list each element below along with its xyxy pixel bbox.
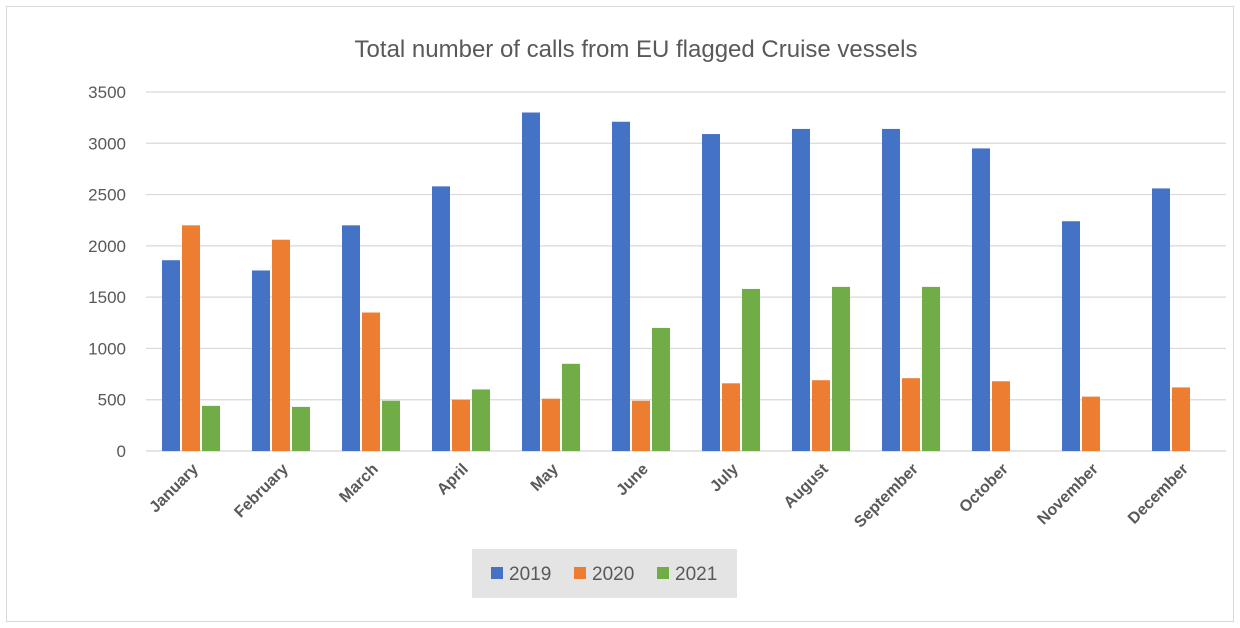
x-tick-label: February bbox=[231, 461, 292, 522]
legend-swatch bbox=[491, 567, 503, 579]
y-tick-label: 500 bbox=[98, 391, 126, 410]
legend-background bbox=[472, 549, 737, 598]
bar-2021-february bbox=[292, 406, 310, 451]
bar-2021-june bbox=[652, 327, 670, 451]
y-axis-ticks: 0 500 1000 1500 2000 2500 3000 3500 bbox=[88, 83, 126, 461]
x-tick-label: March bbox=[336, 461, 381, 506]
bar-2020-december bbox=[1172, 387, 1190, 451]
bar-2019-november bbox=[1062, 221, 1080, 451]
bar-2020-november bbox=[1082, 396, 1100, 451]
x-axis-ticks: January February March April May June July Augu… bbox=[146, 460, 1191, 531]
bar-2021-march bbox=[382, 400, 400, 451]
bar-2020-october bbox=[992, 381, 1010, 451]
x-tick-label: November bbox=[1034, 461, 1101, 528]
x-tick-label: May bbox=[528, 461, 562, 495]
x-tick-label: April bbox=[434, 461, 472, 499]
bar-2020-april bbox=[452, 399, 470, 451]
bar-2021-may bbox=[562, 363, 580, 451]
bar-2019-august bbox=[792, 128, 810, 451]
x-tick-label: July bbox=[707, 461, 742, 496]
y-tick-label: 0 bbox=[117, 442, 126, 461]
y-tick-label: 1500 bbox=[88, 288, 126, 307]
bar-2019-september bbox=[882, 128, 900, 451]
bar-2020-may bbox=[542, 398, 560, 451]
y-tick-label: 3000 bbox=[88, 134, 126, 153]
x-tick-label: January bbox=[146, 461, 201, 516]
legend: 2019 2020 2021 bbox=[472, 549, 737, 598]
bar-2021-april bbox=[472, 389, 490, 451]
bar-2019-february bbox=[252, 270, 270, 451]
legend-label: 2019 bbox=[509, 564, 551, 585]
x-tick-label: August bbox=[781, 460, 832, 511]
bar-2021-july bbox=[742, 288, 760, 451]
bar-2019-june bbox=[612, 121, 630, 451]
y-tick-label: 3500 bbox=[88, 83, 126, 102]
bar-2019-december bbox=[1152, 188, 1170, 451]
x-tick-label: October bbox=[956, 461, 1011, 516]
legend-swatch bbox=[574, 567, 586, 579]
x-tick-label: December bbox=[1125, 461, 1192, 528]
chart-title: Total number of calls from EU flagged Cr… bbox=[355, 36, 918, 63]
bar-2019-may bbox=[522, 112, 540, 451]
legend-label: 2020 bbox=[592, 564, 634, 585]
bar-2020-july bbox=[722, 383, 740, 451]
bar-2019-july bbox=[702, 134, 720, 451]
bar-2019-january bbox=[162, 260, 180, 451]
bar-2020-june bbox=[632, 400, 650, 451]
bar-2020-september bbox=[902, 378, 920, 451]
bar-2019-october bbox=[972, 148, 990, 451]
x-tick-label: June bbox=[613, 461, 651, 499]
bar-2021-august bbox=[832, 286, 850, 451]
bar-2020-august bbox=[812, 380, 830, 451]
bar-2019-march bbox=[342, 225, 360, 451]
y-tick-label: 2000 bbox=[88, 237, 126, 256]
y-tick-label: 1000 bbox=[88, 339, 126, 358]
bar-2020-march bbox=[362, 312, 380, 451]
bar-2020-january bbox=[182, 225, 200, 451]
grid-lines bbox=[146, 91, 1226, 452]
bar-2021-september bbox=[922, 286, 940, 451]
x-tick-label: September bbox=[851, 461, 922, 532]
y-tick-label: 2500 bbox=[88, 186, 126, 205]
legend-label: 2021 bbox=[675, 564, 717, 585]
bar-2019-april bbox=[432, 186, 450, 451]
bar-2021-january bbox=[202, 405, 220, 451]
bars bbox=[162, 112, 1190, 451]
legend-swatch bbox=[657, 567, 669, 579]
bar-2020-february bbox=[272, 239, 290, 451]
